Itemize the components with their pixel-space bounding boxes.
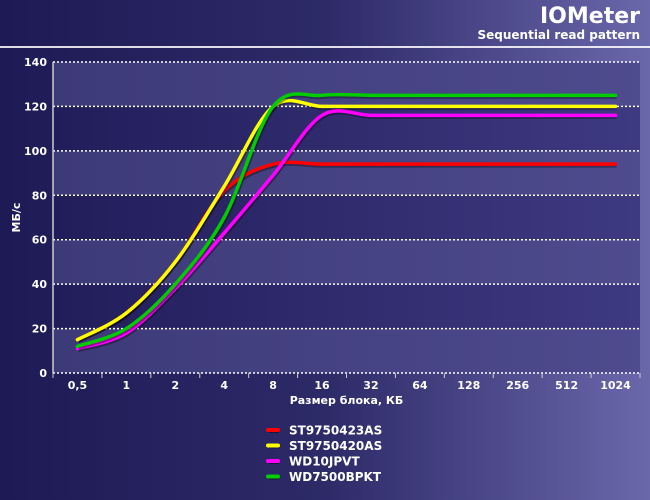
y-tick-label: 40 [32, 278, 48, 291]
x-tick-label: 512 [555, 379, 578, 392]
y-tick-label: 60 [32, 234, 48, 247]
x-tick-label: 256 [506, 379, 529, 392]
x-tick-label: 32 [363, 379, 378, 392]
legend-label: WD10JPVT [289, 455, 360, 469]
y-tick-label: 100 [24, 145, 47, 158]
x-tick-label: 2 [171, 379, 179, 392]
y-tick-label: 120 [24, 100, 47, 113]
x-tick-label: 1024 [600, 379, 631, 392]
x-tick-label: 64 [412, 379, 428, 392]
series-line-WD10JPVT [75, 109, 618, 351]
legend-label: ST9750423AS [289, 424, 382, 438]
x-tick-label: 4 [220, 379, 228, 392]
x-tick-label: 1 [123, 379, 131, 392]
plot-band [53, 239, 640, 285]
x-tick-label: 128 [457, 379, 480, 392]
series-line-WD7500BPKT [75, 92, 618, 349]
y-tick-label: 0 [39, 367, 47, 380]
plot-band [53, 62, 640, 107]
y-tick-label: 140 [24, 56, 47, 69]
y-tick-label: 80 [32, 189, 48, 202]
x-tick-label: 8 [269, 379, 277, 392]
title-divider [0, 46, 650, 48]
legend-label: WD7500BPKT [289, 470, 382, 484]
legend-label: ST9750420AS [289, 439, 382, 453]
plot-band [53, 195, 640, 240]
series-line-ST9750420AS [75, 98, 618, 342]
x-tick-label: 0,5 [68, 379, 88, 392]
x-tick-label: 16 [314, 379, 330, 392]
chart-title: IOMeter [540, 4, 640, 29]
y-axis-label: МБ/с [10, 203, 23, 233]
plot-band [53, 328, 640, 373]
x-axis-label: Размер блока, КБ [290, 394, 404, 407]
plot-band [53, 150, 640, 196]
y-tick-label: 20 [32, 323, 48, 336]
chart-subtitle: Sequential read pattern [477, 28, 640, 42]
